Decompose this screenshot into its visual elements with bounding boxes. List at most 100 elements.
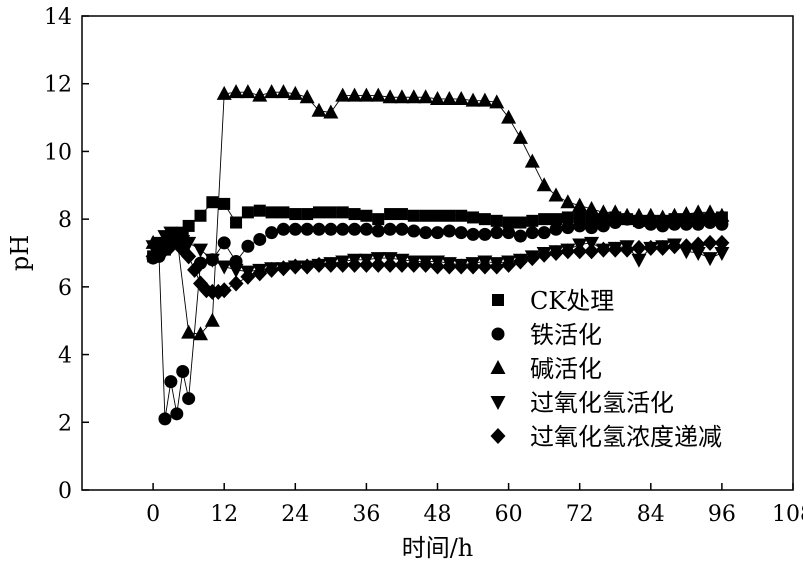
data-point bbox=[667, 207, 682, 222]
data-point bbox=[419, 226, 433, 240]
data-point bbox=[372, 213, 385, 226]
data-point bbox=[631, 239, 647, 256]
y-tick-label: 0 bbox=[58, 479, 72, 504]
data-point bbox=[560, 194, 576, 209]
data-point bbox=[548, 187, 564, 202]
data-point bbox=[490, 226, 504, 240]
data-point bbox=[275, 260, 291, 277]
data-point bbox=[336, 222, 350, 236]
data-point bbox=[430, 258, 445, 275]
data-point bbox=[490, 214, 503, 227]
data-point bbox=[477, 92, 493, 107]
data-point bbox=[418, 256, 434, 273]
data-point bbox=[431, 226, 444, 240]
data-point bbox=[359, 222, 373, 236]
data-point bbox=[512, 129, 528, 144]
y-tick-label: 10 bbox=[44, 140, 72, 165]
data-point bbox=[631, 207, 647, 222]
data-point bbox=[228, 84, 244, 99]
data-point bbox=[702, 234, 718, 251]
data-point bbox=[370, 256, 386, 273]
data-point bbox=[394, 256, 410, 273]
data-point bbox=[501, 109, 517, 124]
data-point bbox=[347, 87, 363, 102]
data-point bbox=[631, 253, 647, 268]
data-point bbox=[193, 326, 208, 341]
data-point bbox=[395, 222, 409, 236]
x-tick-label: 48 bbox=[424, 502, 452, 527]
data-point bbox=[264, 84, 280, 99]
data-point bbox=[548, 245, 564, 261]
y-tick-label: 6 bbox=[58, 276, 72, 301]
y-tick-label: 2 bbox=[58, 411, 72, 436]
x-tick-label: 96 bbox=[708, 502, 736, 527]
data-point bbox=[584, 200, 600, 215]
legend-label: 铁活化 bbox=[530, 321, 602, 349]
data-point bbox=[382, 89, 398, 104]
data-point bbox=[714, 247, 730, 261]
data-point bbox=[289, 208, 302, 221]
data-point bbox=[182, 219, 195, 232]
data-point bbox=[216, 260, 232, 275]
data-point bbox=[358, 87, 374, 102]
data-point bbox=[538, 213, 551, 226]
data-point bbox=[394, 89, 410, 104]
data-point bbox=[702, 204, 718, 219]
y-tick-label: 8 bbox=[58, 208, 72, 233]
legend-marker bbox=[492, 294, 504, 306]
data-point bbox=[164, 375, 178, 389]
data-point bbox=[217, 236, 231, 250]
data-point bbox=[299, 258, 315, 275]
data-point bbox=[252, 265, 268, 282]
data-point bbox=[678, 206, 694, 221]
data-point bbox=[301, 208, 314, 221]
data-point bbox=[478, 213, 491, 226]
data-point bbox=[560, 243, 576, 260]
data-point bbox=[335, 87, 351, 102]
data-point bbox=[384, 208, 397, 221]
legend-marker bbox=[491, 327, 505, 341]
data-point bbox=[513, 229, 527, 243]
data-point bbox=[454, 226, 468, 240]
data-point bbox=[690, 236, 706, 253]
data-point bbox=[679, 217, 693, 231]
data-point bbox=[253, 232, 267, 246]
data-point bbox=[549, 222, 563, 236]
data-point bbox=[324, 222, 338, 236]
data-point bbox=[524, 153, 540, 168]
data-point bbox=[348, 208, 361, 221]
data-point bbox=[216, 85, 232, 100]
data-point bbox=[252, 87, 268, 102]
data-point bbox=[312, 222, 326, 236]
data-point bbox=[170, 407, 184, 421]
data-point bbox=[489, 258, 505, 275]
data-point bbox=[443, 209, 456, 222]
data-point bbox=[313, 206, 325, 219]
data-point bbox=[323, 256, 339, 273]
data-point bbox=[419, 209, 432, 222]
data-point bbox=[383, 222, 397, 236]
data-point bbox=[502, 216, 515, 229]
data-point bbox=[228, 275, 244, 292]
data-point bbox=[382, 256, 398, 273]
data-point bbox=[572, 243, 588, 260]
x-tick-label: 36 bbox=[352, 502, 380, 527]
data-point bbox=[228, 263, 244, 278]
data-point bbox=[187, 261, 203, 278]
data-point bbox=[253, 204, 266, 217]
data-point bbox=[324, 206, 337, 219]
data-point bbox=[703, 216, 717, 230]
data-point bbox=[287, 258, 303, 275]
data-point bbox=[702, 252, 718, 267]
data-point bbox=[151, 236, 167, 251]
x-tick-label: 108 bbox=[772, 502, 803, 527]
data-point bbox=[561, 211, 574, 224]
data-point bbox=[573, 219, 587, 233]
data-point bbox=[525, 226, 539, 240]
data-point bbox=[347, 256, 363, 273]
data-point bbox=[596, 219, 610, 233]
data-point bbox=[619, 241, 635, 258]
data-point bbox=[690, 204, 706, 219]
